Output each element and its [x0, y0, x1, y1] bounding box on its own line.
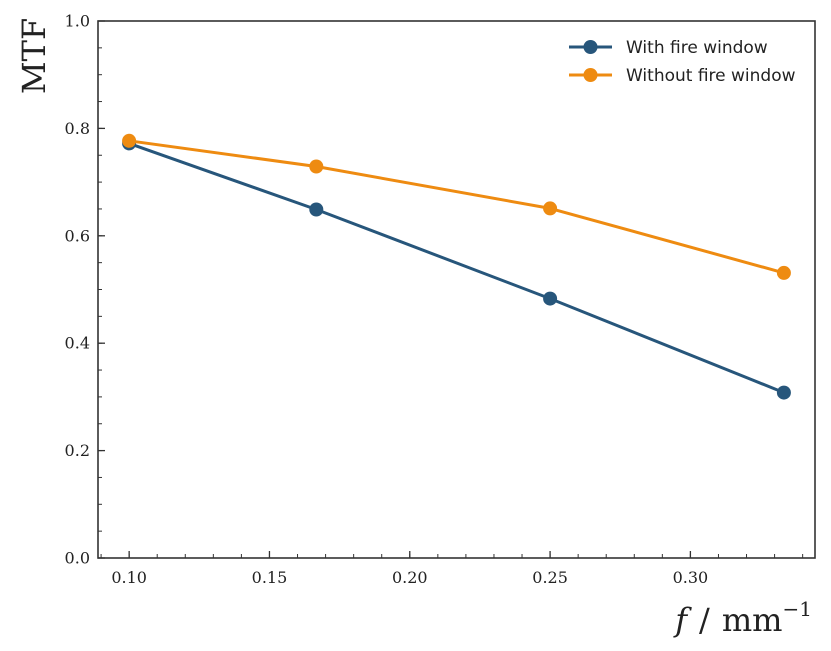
x-tick-label: 0.10	[111, 568, 147, 587]
legend-label-without-fire-window: Without fire window	[626, 66, 796, 86]
legend-box	[555, 30, 813, 94]
y-axis-title: MTF	[15, 18, 53, 94]
plot-frame	[97, 20, 816, 559]
series-1-point-0	[122, 133, 137, 148]
y-tick-label: 0.4	[65, 334, 90, 353]
x-tick-label: 0.20	[392, 568, 428, 587]
series-0-point-3	[776, 385, 791, 400]
series-1-point-1	[309, 159, 324, 174]
legend-marker-without-fire-window	[583, 68, 598, 82]
x-tick-label: 0.15	[252, 568, 288, 587]
series-line-1	[128, 139, 785, 275]
x-axis-title: f / mm−1	[673, 597, 812, 639]
y-tick-label: 0.8	[65, 119, 90, 138]
x-tick-label: 0.25	[532, 568, 568, 587]
series-1-point-3	[776, 265, 791, 280]
series-1-point-2	[543, 201, 558, 216]
y-tick-label: 1.0	[65, 12, 90, 31]
x-axis-title-separator: /	[699, 601, 710, 639]
y-tick-label: 0.0	[65, 549, 90, 568]
y-tick-label: 0.2	[65, 441, 90, 460]
y-tick-label: 0.6	[65, 226, 90, 245]
x-axis-title-exponent: −1	[783, 597, 812, 621]
x-tick-label: 0.30	[673, 568, 709, 587]
axes: 0.0 0.2 0.4 0.6 0.8 1.0 0.10 0.15 0.20 0.25 0.30	[65, 12, 816, 587]
legend: With fire window Without fire window	[555, 30, 813, 94]
series-0-point-1	[309, 202, 324, 217]
series-0-point-2	[543, 291, 558, 306]
legend-label-with-fire-window: With fire window	[626, 38, 768, 58]
plot-area	[122, 133, 791, 400]
x-axis-title-variable: f	[673, 601, 692, 639]
legend-marker-with-fire-window	[583, 40, 598, 54]
x-axis-title-unit: mm	[722, 601, 783, 639]
series-line-0	[128, 141, 785, 394]
